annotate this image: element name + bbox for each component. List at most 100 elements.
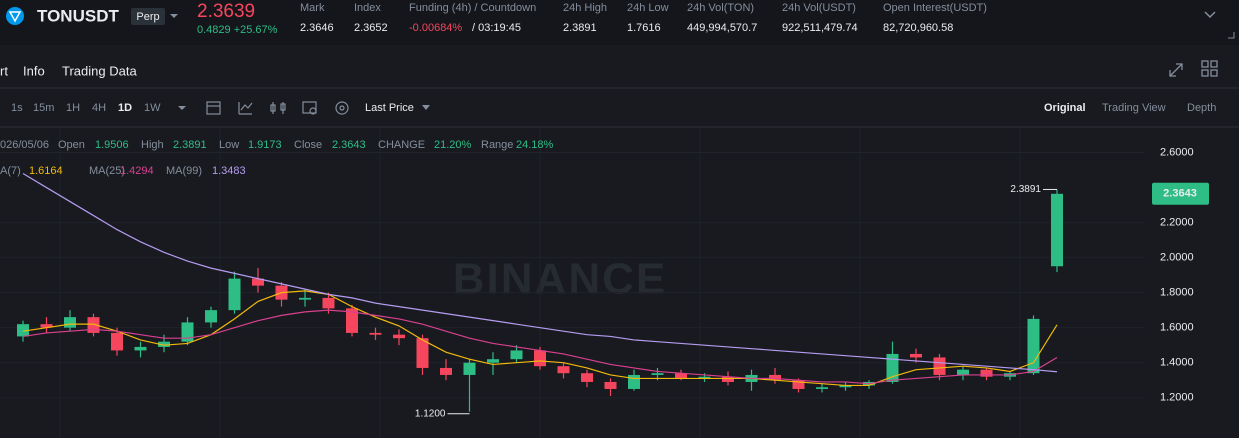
candle-body bbox=[322, 297, 335, 309]
interval[interactable]: 4H bbox=[92, 102, 106, 114]
candle-body bbox=[581, 373, 593, 382]
candle-body bbox=[534, 350, 546, 367]
stat-label: Index bbox=[354, 2, 381, 14]
stat-extra: / 03:19:45 bbox=[472, 22, 521, 34]
price-type[interactable]: Last Price bbox=[365, 102, 414, 114]
candle-body bbox=[87, 317, 100, 333]
candle-body bbox=[722, 376, 734, 382]
candle-body bbox=[40, 324, 53, 328]
interval[interactable]: 1D bbox=[118, 102, 132, 114]
y-tick-label: 1.4000 bbox=[1160, 357, 1194, 369]
resize-icon bbox=[1228, 32, 1235, 39]
candle-body bbox=[886, 353, 899, 382]
price-type-dropdown[interactable] bbox=[422, 105, 430, 110]
dropdown-icon[interactable] bbox=[170, 14, 178, 18]
candle-body bbox=[839, 385, 852, 388]
ma-legend-name: A(7) bbox=[0, 165, 21, 177]
expand-icon[interactable] bbox=[1204, 11, 1216, 19]
candle-body bbox=[440, 367, 452, 375]
symbol[interactable]: TONUSDT bbox=[37, 6, 119, 25]
ohlc-legend: 21.20% bbox=[434, 139, 472, 151]
y-tick-label: 1.2000 bbox=[1160, 392, 1194, 404]
candle-body bbox=[910, 353, 922, 358]
candle-body bbox=[228, 278, 241, 311]
stat-label: 24h Vol(USDT) bbox=[782, 2, 856, 14]
y-tick-label: 2.2000 bbox=[1160, 216, 1194, 228]
ma-legend-name: MA(99) bbox=[166, 165, 202, 177]
interval[interactable]: 1s bbox=[11, 102, 23, 114]
stat-value: 922,511,479.74 bbox=[782, 22, 858, 34]
ohlc-legend: CHANGE bbox=[378, 139, 425, 151]
badge-bg bbox=[131, 8, 165, 25]
ohlc-legend: High bbox=[141, 139, 164, 151]
stat-label: Open Interest(USDT) bbox=[883, 2, 987, 14]
stat-value: 2.3891 bbox=[563, 22, 597, 34]
candle-body bbox=[1051, 193, 1063, 267]
price-change: 0.4829 +25.67% bbox=[197, 24, 278, 36]
low-marker: 1.1200 bbox=[415, 408, 446, 419]
stat-value: 2.3646 bbox=[300, 22, 334, 34]
ma-legend-value: 1.3483 bbox=[212, 165, 246, 177]
tab[interactable]: Trading Data bbox=[62, 63, 137, 78]
stat-value: -0.00684% bbox=[409, 22, 462, 34]
price-tag-bg bbox=[1152, 182, 1209, 205]
candle-body bbox=[980, 369, 993, 377]
stat-value: 82,720,960.58 bbox=[883, 22, 953, 34]
candle-body bbox=[792, 380, 805, 389]
ma-legend-name: MA(25) bbox=[89, 165, 125, 177]
candle-body bbox=[17, 324, 29, 337]
badge: Perp bbox=[136, 11, 159, 23]
candle-body bbox=[393, 334, 405, 339]
candle-body bbox=[346, 308, 358, 333]
candle-body bbox=[957, 369, 969, 375]
candle-body bbox=[628, 374, 640, 389]
ohlc-legend: 026/05/06 bbox=[0, 139, 49, 151]
candle-body bbox=[933, 357, 946, 375]
fullscreen-icon[interactable] bbox=[1169, 63, 1183, 77]
y-tick-label: 1.8000 bbox=[1160, 287, 1194, 299]
candle-body bbox=[252, 278, 264, 286]
stat-label: 24h Low bbox=[627, 2, 669, 14]
candle-body bbox=[698, 376, 711, 379]
view-tab[interactable]: Depth bbox=[1187, 102, 1216, 114]
candle-body bbox=[369, 332, 382, 335]
candle-body bbox=[416, 338, 429, 368]
ma-line bbox=[22, 173, 1058, 373]
coin-logo-mark bbox=[8, 11, 22, 23]
view-tab[interactable]: Original bbox=[1044, 102, 1086, 114]
interval[interactable]: 1H bbox=[66, 102, 80, 114]
candle-body bbox=[1027, 318, 1040, 374]
ohlc-legend: 1.9173 bbox=[248, 139, 282, 151]
interval[interactable]: 1W bbox=[144, 102, 161, 114]
candle-body bbox=[675, 373, 687, 379]
interval-dropdown[interactable] bbox=[178, 106, 186, 110]
watermark: BINANCE bbox=[453, 255, 667, 304]
stat-value: 1.7616 bbox=[627, 22, 661, 34]
candle-body bbox=[557, 366, 570, 374]
candle-body bbox=[181, 322, 194, 342]
y-tick-label: 1.6000 bbox=[1160, 322, 1194, 334]
ma-line bbox=[22, 309, 1058, 385]
candle-body bbox=[134, 346, 147, 351]
last-price: 2.3639 bbox=[197, 1, 255, 22]
candle-body bbox=[651, 373, 664, 375]
price-tag: 2.3643 bbox=[1163, 188, 1197, 200]
ohlc-legend: Open bbox=[58, 139, 85, 151]
candle-body bbox=[816, 387, 828, 389]
tab[interactable]: Info bbox=[23, 63, 45, 78]
header-bar bbox=[0, 0, 1239, 45]
view-tab[interactable]: Trading View bbox=[1102, 102, 1166, 114]
candle-body bbox=[487, 359, 499, 363]
stat-value: 449,994,570.7 bbox=[687, 22, 757, 34]
stat-value: 2.3652 bbox=[354, 22, 388, 34]
candle-body bbox=[64, 317, 76, 328]
stat-label: 24h High bbox=[563, 2, 607, 14]
tab[interactable]: rt bbox=[0, 63, 8, 78]
layout-icon[interactable] bbox=[1201, 60, 1218, 77]
interval[interactable]: 15m bbox=[33, 102, 54, 114]
ma-legend-value: 1.6164 bbox=[29, 165, 63, 177]
ohlc-legend: Low bbox=[219, 139, 239, 151]
stat-label: Mark bbox=[300, 2, 325, 14]
candle-body bbox=[769, 374, 781, 381]
candle-body bbox=[604, 381, 617, 389]
